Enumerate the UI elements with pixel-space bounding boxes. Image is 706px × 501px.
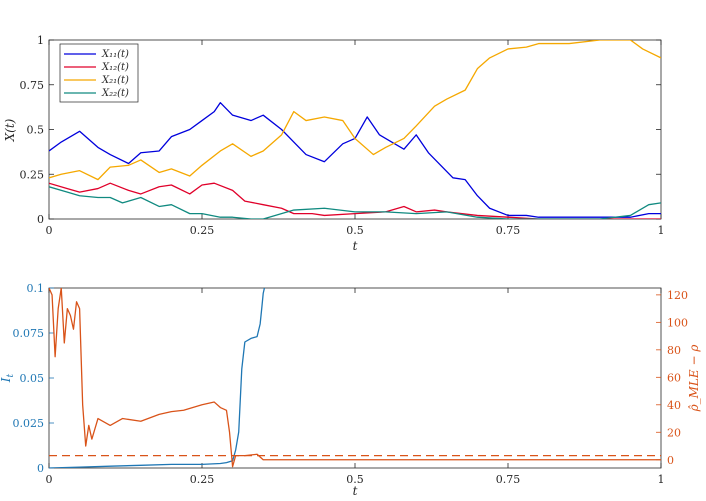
bottom-x-tick-label: 0.25: [190, 473, 215, 486]
info-series-line: [49, 288, 266, 468]
series-line-x11: [49, 102, 661, 218]
top-y-axis-label: X(t): [3, 118, 17, 142]
top-y-tick-label: 1: [37, 34, 44, 47]
bottom-x-axis-label: t: [353, 484, 358, 498]
bottom-x-tick-label: 0.75: [496, 473, 521, 486]
top-chart: 0 0.25 0.5 0.75 1 0 0.25 0.5 0.75 1 t X(t) X₁₁(t)…: [3, 34, 665, 253]
top-x-tick-label: 0.25: [190, 224, 215, 237]
bottom-x-tick-label: 1: [658, 473, 665, 486]
bottom-plot-area: [48, 287, 662, 469]
bottom-left-y-axis-label-sub: t: [6, 373, 16, 377]
bottom-right-y-tick-label: 100: [667, 316, 688, 329]
bottom-ticks: 0 0.25 0.5 0.75 100.0250.050.0750.1020406080…: [13, 282, 689, 486]
bottom-series-group: [49, 288, 661, 468]
bottom-right-y-tick-label: 60: [667, 371, 681, 384]
top-y-tick-label: 0: [37, 213, 44, 226]
legend-label-x12: X₁₂(t): [101, 62, 129, 73]
bottom-chart: 0 0.25 0.5 0.75 100.0250.050.0750.1020406080…: [0, 282, 701, 498]
bottom-left-y-tick-label: 0.1: [27, 282, 45, 295]
top-x-tick-label: 0.75: [496, 224, 521, 237]
bottom-left-y-tick-label: 0.075: [13, 327, 45, 340]
top-x-tick-label: 0: [46, 224, 53, 237]
legend: X₁₁(t) X₁₂(t) X₂₁(t) X₂₂(t): [59, 43, 139, 103]
bottom-left-y-axis-label: It: [0, 373, 16, 383]
bottom-left-y-tick-label: 0: [37, 462, 44, 475]
top-ticks: 0 0.25 0.5 0.75 1 0 0.25 0.5 0.75 1: [20, 34, 665, 237]
top-plot-area: [48, 39, 662, 220]
bottom-right-y-tick-label: 80: [667, 344, 681, 357]
legend-label-x22: X₂₂(t): [101, 88, 129, 99]
top-y-tick-label: 0.5: [27, 124, 45, 137]
top-x-tick-label: 1: [658, 224, 665, 237]
bottom-x-tick-label: 0.5: [346, 473, 364, 486]
series-line-x21: [49, 40, 661, 181]
bottom-x-tick-label: 0: [46, 473, 53, 486]
bottom-right-y-tick-label: 40: [667, 399, 681, 412]
legend-label-x11: X₁₁(t): [101, 49, 129, 60]
top-x-tick-label: 0.5: [346, 224, 364, 237]
bottom-right-y-tick-label: 0: [667, 454, 674, 467]
series-line-x22: [49, 186, 661, 219]
estimate-error-series-line: [49, 288, 661, 468]
legend-label-x21: X₂₁(t): [101, 75, 129, 86]
top-x-axis-label: t: [353, 239, 358, 253]
top-y-tick-label: 0.25: [20, 168, 45, 181]
bottom-right-y-tick-label: 20: [667, 426, 681, 439]
bottom-right-y-tick-label: 120: [667, 289, 688, 302]
bottom-left-y-tick-label: 0.025: [13, 417, 45, 430]
bottom-right-y-axis-label: ρ̂_MLE − ρ: [687, 345, 701, 413]
bottom-left-y-tick-label: 0.05: [20, 372, 45, 385]
top-series-group: [49, 40, 661, 219]
top-y-tick-label: 0.75: [20, 79, 45, 92]
bottom-left-y-axis-label-main: I: [0, 377, 13, 383]
